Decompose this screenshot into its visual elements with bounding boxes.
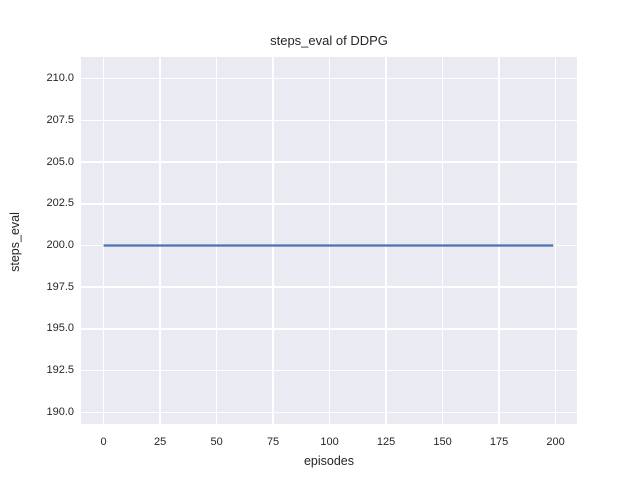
- x-tick-label: 150: [433, 436, 452, 448]
- plot-area: [81, 57, 577, 424]
- y-tick-label: 210.0: [46, 72, 74, 85]
- x-gridline: [441, 57, 444, 424]
- y-tick-label: 200.0: [46, 239, 74, 251]
- x-tick-label: 125: [376, 436, 396, 448]
- x-tick-label: 175: [489, 436, 509, 448]
- x-gridline: [272, 57, 274, 424]
- x-tick-label: 50: [210, 436, 223, 448]
- x-tick-label: 200: [546, 436, 565, 448]
- y-gridline: [81, 161, 577, 163]
- x-gridline: [328, 57, 331, 424]
- x-gridline: [498, 57, 500, 424]
- x-tick-label: 0: [100, 436, 107, 448]
- y-tick-label: 197.5: [46, 280, 74, 293]
- y-gridline: [81, 203, 577, 205]
- x-gridline: [215, 57, 218, 424]
- x-gridline: [385, 57, 387, 424]
- y-gridline: [81, 369, 577, 372]
- y-gridline: [81, 77, 577, 80]
- y-tick-label: 205.0: [46, 155, 74, 168]
- x-tick-label: 100: [320, 436, 339, 448]
- series-layer: [103, 244, 554, 247]
- y-gridline: [81, 119, 577, 122]
- y-gridline: [81, 411, 577, 414]
- y-gridline: [81, 328, 577, 330]
- y-tick-label: 192.5: [46, 364, 74, 377]
- x-gridline: [159, 57, 161, 424]
- y-tick-label: 202.5: [46, 197, 74, 210]
- y-tick-label: 195.0: [46, 322, 74, 335]
- y-tick-label: 207.5: [46, 113, 74, 126]
- x-tick-label: 75: [266, 436, 280, 448]
- x-gridline: [102, 57, 105, 424]
- chart-title: steps_eval of DDPG: [270, 33, 388, 48]
- x-axis-label: episodes: [303, 454, 355, 468]
- y-gridline: [81, 286, 577, 288]
- x-tick-label: 25: [153, 436, 167, 448]
- x-gridline: [554, 57, 557, 424]
- y-tick-label: 190.0: [46, 405, 74, 418]
